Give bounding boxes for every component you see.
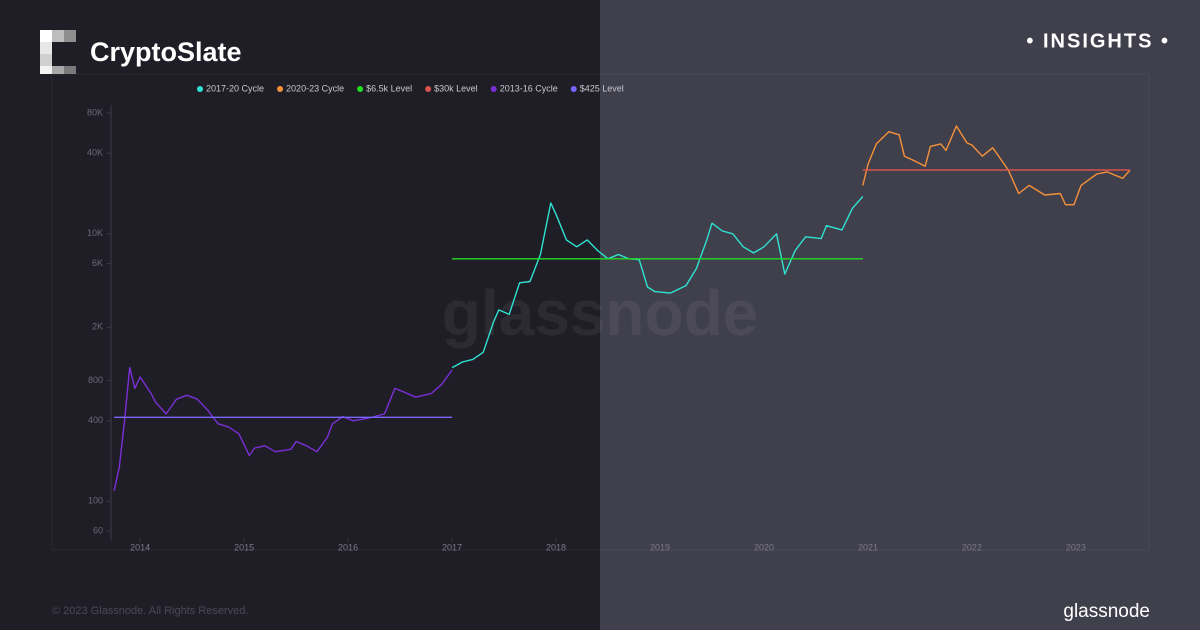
footer-brand: glassnode (1063, 601, 1150, 622)
x-tick-label: 2022 (962, 542, 982, 552)
x-tick-label: 2019 (650, 542, 670, 552)
watermark: glassnode (442, 277, 759, 349)
y-tick-label: 60 (93, 525, 103, 535)
x-tick-label: 2018 (546, 542, 566, 552)
y-tick-label: 6K (92, 258, 103, 268)
logo (40, 30, 76, 74)
y-tick-label: 800 (88, 375, 103, 385)
legend-label: $30k Level (434, 83, 478, 93)
right-panel (600, 0, 1200, 630)
x-tick-label: 2023 (1066, 542, 1086, 552)
y-tick-label: 400 (88, 415, 103, 425)
chart-frame (51, 73, 1150, 551)
legend-label: $6.5k Level (366, 83, 412, 93)
legend-swatch (357, 86, 364, 92)
y-tick-label: 40K (87, 148, 103, 158)
series-line (862, 125, 1131, 206)
x-tick-label: 2021 (858, 542, 878, 552)
brand: CryptoSlate (90, 37, 242, 67)
legend-swatch (490, 86, 497, 92)
series-line (451, 196, 864, 369)
legend-swatch (425, 86, 432, 92)
legend-swatch (570, 86, 577, 92)
legend-label: 2013-16 Cycle (500, 83, 558, 93)
legend-label: 2020-23 Cycle (286, 83, 344, 93)
y-tick-label: 80K (87, 107, 103, 117)
legend-label: 2017-20 Cycle (206, 83, 264, 93)
badge: • INSIGHTS • (1026, 30, 1170, 52)
legend-label: $425 Level (580, 83, 624, 93)
x-tick-label: 2016 (338, 542, 358, 552)
y-tick-label: 100 (88, 496, 103, 506)
x-tick-label: 2015 (234, 542, 254, 552)
y-tick-label: 2K (92, 322, 103, 332)
legend-swatch (277, 86, 284, 92)
x-tick-label: 2017 (442, 542, 462, 552)
left-panel (0, 0, 600, 630)
x-tick-label: 2020 (754, 542, 774, 552)
copyright: © 2023 Glassnode. All Rights Reserved. (52, 605, 248, 617)
x-tick-label: 2014 (130, 542, 150, 552)
legend-swatch (197, 86, 203, 92)
series-line (113, 366, 453, 491)
y-tick-label: 10K (87, 228, 103, 238)
